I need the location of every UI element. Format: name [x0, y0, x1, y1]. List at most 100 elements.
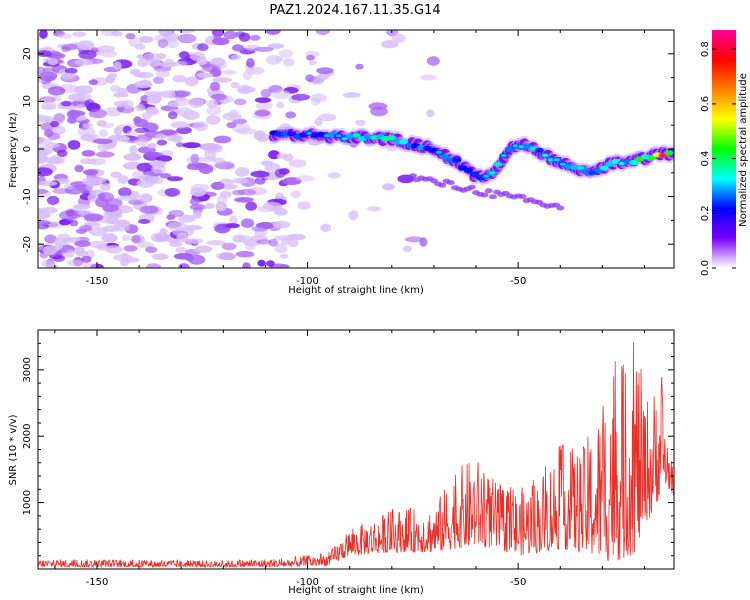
noise-blob [56, 149, 68, 158]
noise-blob [190, 187, 207, 197]
noise-blob [72, 31, 87, 37]
colorbar-tick-label: 0.6 [700, 96, 711, 112]
ridge-peak [494, 162, 501, 166]
ridge-branch [467, 184, 476, 190]
noise-blob [212, 65, 221, 72]
noise-blob [206, 115, 221, 125]
noise-blob [39, 30, 48, 39]
ridge-branch [488, 194, 497, 200]
noise-blob [156, 139, 168, 146]
noise-blob [210, 181, 225, 190]
noise-blob [232, 177, 249, 184]
noise-blob [135, 43, 146, 50]
spectrogram-heatmap [38, 30, 674, 268]
noise-blob [82, 123, 94, 128]
noise-blob [249, 34, 261, 41]
noise-blob [155, 155, 173, 162]
noise-blob [96, 120, 107, 127]
noise-blob [202, 143, 222, 153]
noise-blob [235, 31, 246, 38]
noise-blob [254, 109, 271, 117]
noise-blob [206, 240, 227, 246]
noise-blob [74, 164, 84, 173]
noise-blob [50, 120, 59, 128]
noise-blob [139, 205, 159, 214]
noise-blob [47, 58, 59, 66]
noise-blob [256, 239, 272, 245]
signal-ridge [267, 125, 674, 211]
noise-blob [219, 190, 232, 198]
noise-blob [77, 126, 96, 137]
spectrogram-y-axis: -20 -10 0 10 20 [22, 29, 674, 269]
noise-blob [105, 245, 123, 254]
ridge-peak [306, 131, 313, 135]
noise-blob [235, 250, 255, 258]
noise-blob [178, 30, 195, 34]
noise-blob [268, 150, 280, 160]
noise-blob [315, 30, 331, 36]
noise-blob [73, 203, 91, 210]
noise-blob [39, 207, 59, 214]
ridge-peak [471, 172, 478, 176]
noise-blob [113, 219, 131, 228]
noise-blob [123, 153, 142, 161]
noise-blob [105, 75, 116, 84]
noise-blob [125, 33, 136, 40]
noise-blob [279, 264, 291, 268]
noise-blob [83, 213, 104, 222]
noise-blob [76, 250, 89, 257]
noise-blob [305, 74, 315, 82]
ridge-peak [335, 134, 342, 138]
noise-blob [41, 259, 56, 268]
noise-blob [66, 236, 81, 243]
noise-blob [162, 32, 180, 42]
noise-blob [38, 242, 44, 251]
snr-x-axis: -150 -100 -50 [54, 330, 646, 588]
ridge-peak [500, 154, 507, 158]
noise-blob [272, 220, 291, 229]
colorbar-tick-label: 0.4 [700, 151, 711, 167]
noise-blob [155, 133, 166, 140]
noise-blob [176, 107, 194, 117]
noise-blob [38, 220, 51, 226]
noise-blob [46, 195, 60, 205]
noise-blob [381, 40, 399, 49]
noise-blob [79, 134, 95, 141]
noise-blob [253, 46, 274, 52]
noise-blob [139, 36, 154, 43]
noise-blob [210, 93, 227, 101]
ridge-core [287, 131, 297, 137]
noise-blob [267, 43, 285, 49]
noise-blob [67, 117, 77, 124]
noise-blob [64, 67, 78, 74]
noise-blob [81, 255, 92, 263]
noise-blob [222, 112, 242, 121]
noise-blob [117, 195, 137, 201]
noise-blob [232, 44, 245, 52]
noise-blob [173, 60, 188, 67]
noise-blob [172, 227, 189, 237]
noise-blob [60, 100, 72, 107]
noise-blob [282, 58, 295, 67]
noise-blob [75, 103, 85, 110]
noise-blob [110, 171, 122, 178]
ridge-core [664, 150, 674, 156]
noise-blob [314, 117, 323, 127]
ridge-core [505, 146, 515, 153]
noise-blob [38, 71, 58, 82]
noise-blob [68, 93, 86, 102]
noise-blob [257, 259, 266, 267]
noise-blob [167, 101, 180, 108]
noise-blob [355, 63, 364, 70]
noise-blob [66, 109, 81, 119]
noise-blob [235, 167, 250, 177]
noise-blob [370, 106, 388, 117]
noise-blob [182, 142, 201, 149]
noise-blob [278, 168, 290, 175]
noise-blob [190, 153, 200, 164]
noise-blob [134, 80, 153, 89]
noise-blob [42, 245, 57, 256]
noise-blob [240, 218, 255, 228]
colorbar-gradient [712, 30, 736, 268]
noise-blob [206, 99, 219, 108]
